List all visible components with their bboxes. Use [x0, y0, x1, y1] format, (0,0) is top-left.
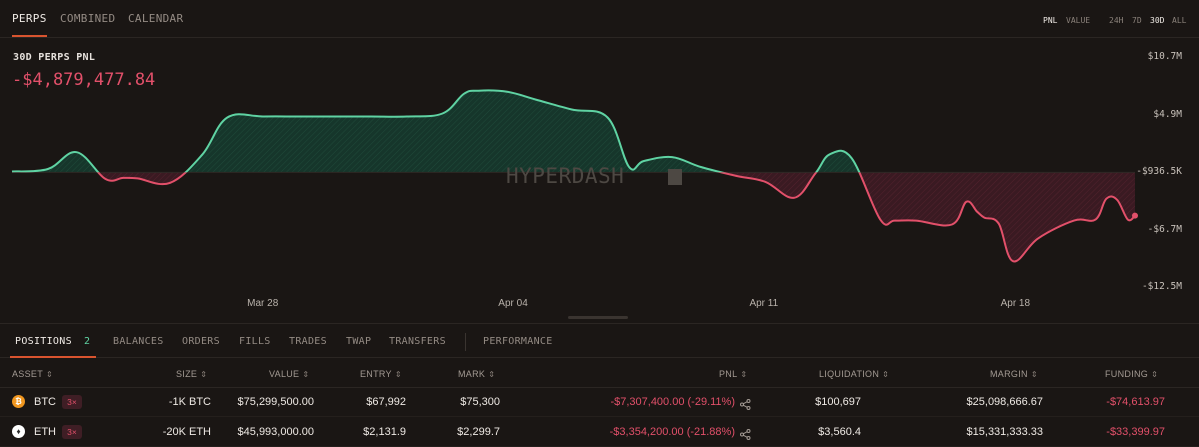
pnl-value: -$3,354,200.00 (-21.88%) — [609, 426, 735, 438]
positions-table-header: ASSET ⇕ SIZE ⇕ VALUE ⇕ ENTRY ⇕ MARK ⇕ PNL ⇕ LI… — [0, 358, 1199, 388]
tab-balances[interactable]: BALANCES — [113, 336, 164, 347]
y-tick-label: -$12.5M — [1141, 281, 1182, 292]
pnl-line-positive — [11, 89, 861, 173]
table-row[interactable]: ♦ ETH 3× -20K ETH $45,993,000.00 $2,131.… — [0, 418, 1199, 447]
leverage-badge: 3× — [62, 395, 82, 409]
tab-fills[interactable]: FILLS — [239, 336, 271, 347]
liquidation-price: $3,560.4 — [818, 426, 861, 438]
col-value[interactable]: VALUE ⇕ — [269, 369, 310, 379]
x-tick-label: Apr 11 — [749, 298, 779, 309]
col-size[interactable]: SIZE ⇕ — [176, 369, 208, 379]
entry-price: $2,131.9 — [363, 426, 406, 438]
positions-tab-bar: POSITIONS 2 BALANCES ORDERS FILLS TRADES… — [0, 323, 1199, 358]
mark-price: $2,299.7 — [457, 426, 500, 438]
tab-calendar[interactable]: CALENDAR — [128, 12, 184, 25]
table-row[interactable]: ₿ BTC 3× -1K BTC $75,299,500.00 $67,992 … — [0, 388, 1199, 417]
leverage-badge: 3× — [62, 425, 82, 439]
hyperdash-watermark: HYPERDASH — [506, 164, 625, 188]
range-all[interactable]: ALL — [1172, 16, 1187, 25]
active-tab-indicator — [10, 356, 96, 358]
y-tick-label: $4.9M — [1153, 108, 1182, 120]
pnl-value: -$7,307,400.00 (-29.11%) — [610, 396, 735, 408]
tab-trades[interactable]: TRADES — [289, 336, 327, 347]
pnl-line-negative — [12, 172, 1136, 263]
y-tick-label: -$936.5K — [1136, 166, 1182, 178]
sort-icon: ⇕ — [302, 370, 310, 379]
range-30d[interactable]: 30D — [1150, 16, 1165, 25]
sort-icon: ⇕ — [1030, 370, 1038, 379]
chart-title: 30D PERPS PNL — [13, 52, 96, 63]
positive-area — [12, 90, 860, 173]
sort-icon: ⇕ — [1151, 370, 1159, 379]
margin-value: $25,098,666.67 — [966, 396, 1043, 408]
share-icon[interactable] — [740, 397, 751, 415]
col-mark[interactable]: MARK ⇕ — [458, 369, 496, 379]
negative-area — [12, 172, 1135, 262]
col-pnl[interactable]: PNL ⇕ — [719, 369, 748, 379]
col-liquidation[interactable]: LIQUIDATION ⇕ — [819, 369, 890, 379]
top-tab-bar: PERPS COMBINED CALENDAR PNL VALUE 24H 7D… — [0, 0, 1199, 38]
sort-icon: ⇕ — [740, 370, 748, 379]
y-tick-label: $10.7M — [1147, 51, 1182, 62]
tab-combined[interactable]: COMBINED — [60, 12, 116, 25]
liquidation-price: $100,697 — [815, 396, 861, 408]
x-tick-label: Apr 04 — [498, 298, 528, 309]
positions-count-badge: 2 — [84, 336, 91, 347]
active-tab-indicator — [12, 35, 47, 37]
tab-orders[interactable]: ORDERS — [182, 336, 220, 347]
asset-name: ETH — [34, 426, 56, 438]
funding-value: -$33,399.97 — [1106, 426, 1165, 438]
sort-icon: ⇕ — [488, 370, 496, 379]
mark-price: $75,300 — [460, 396, 500, 408]
tab-divider — [465, 333, 466, 351]
range-7d[interactable]: 7D — [1132, 16, 1142, 25]
sort-icon: ⇕ — [200, 370, 208, 379]
watermark-logo-block — [668, 169, 682, 185]
resize-handle[interactable] — [568, 316, 628, 319]
y-tick-label: -$6.7M — [1147, 223, 1182, 235]
range-24h[interactable]: 24H — [1109, 16, 1124, 25]
btc-coin-icon: ₿ — [12, 395, 25, 408]
tab-twap[interactable]: TWAP — [346, 336, 372, 347]
size-value: -1K BTC — [168, 396, 211, 408]
share-icon[interactable] — [740, 427, 751, 445]
sort-icon: ⇕ — [46, 370, 54, 379]
position-value: $75,299,500.00 — [237, 396, 314, 408]
size-value: -20K ETH — [162, 426, 211, 438]
x-tick-label: Mar 28 — [247, 298, 279, 309]
sort-icon: ⇕ — [882, 370, 890, 379]
margin-value: $15,331,333.33 — [966, 426, 1043, 438]
tab-transfers[interactable]: TRANSFERS — [389, 336, 446, 347]
sort-icon: ⇕ — [394, 370, 402, 379]
funding-value: -$74,613.97 — [1106, 396, 1165, 408]
x-tick-label: Apr 18 — [1000, 298, 1031, 309]
tab-positions[interactable]: POSITIONS — [15, 336, 72, 347]
col-margin[interactable]: MARGIN ⇕ — [990, 369, 1038, 379]
toggle-value[interactable]: VALUE — [1066, 16, 1091, 25]
col-entry[interactable]: ENTRY ⇕ — [360, 369, 402, 379]
entry-price: $67,992 — [366, 396, 406, 408]
tab-perps[interactable]: PERPS — [12, 12, 47, 25]
tab-performance[interactable]: PERFORMANCE — [483, 336, 553, 347]
pnl-chart — [11, 89, 1138, 263]
position-value: $45,993,000.00 — [237, 426, 314, 438]
col-funding[interactable]: FUNDING ⇕ — [1105, 369, 1159, 379]
toggle-pnl[interactable]: PNL — [1043, 16, 1058, 25]
eth-coin-icon: ♦ — [12, 425, 25, 438]
pnl-endpoint-marker — [1132, 212, 1138, 219]
col-asset[interactable]: ASSET ⇕ — [12, 369, 54, 379]
pnl-total-value: -$4,879,477.84 — [12, 70, 156, 90]
asset-name: BTC — [34, 396, 56, 408]
